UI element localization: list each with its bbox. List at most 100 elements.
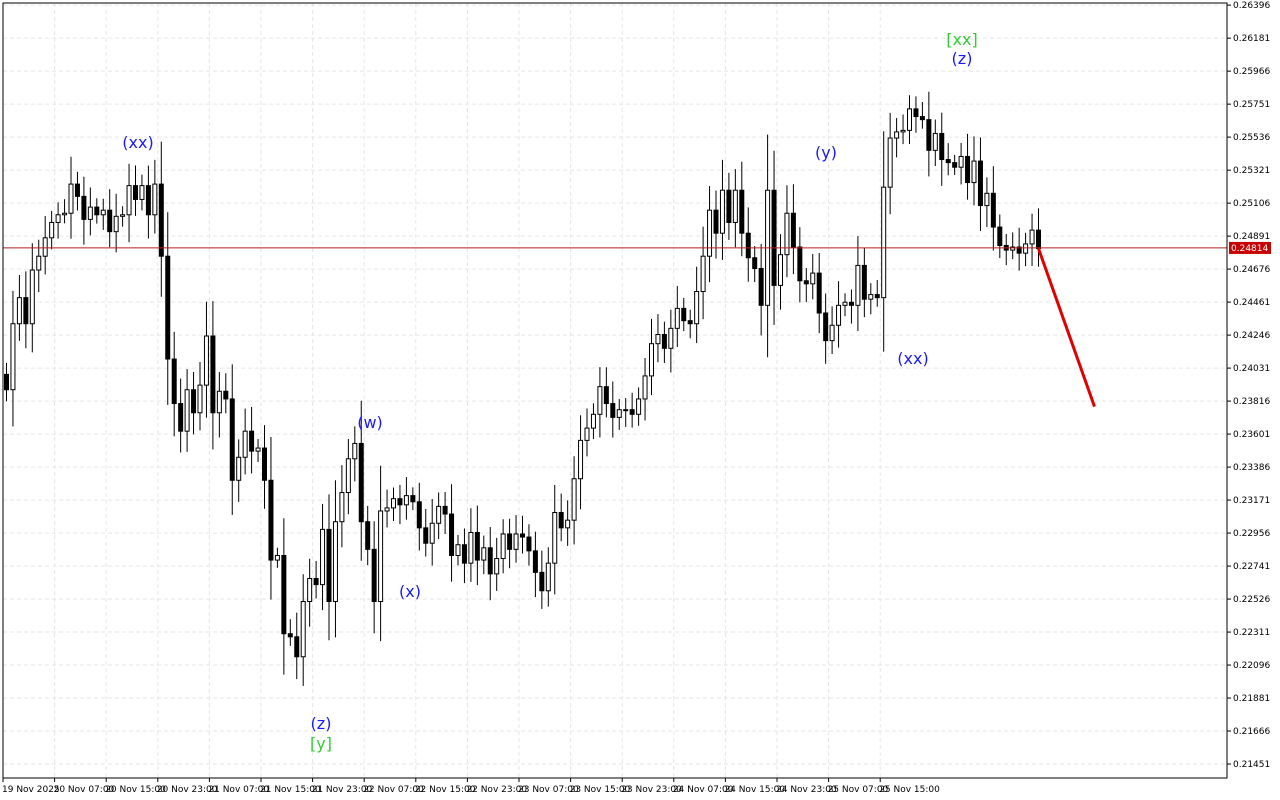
candle-body bbox=[532, 550, 538, 573]
plot-frame bbox=[2, 2, 1228, 779]
candle bbox=[184, 369, 190, 452]
candle bbox=[887, 112, 893, 215]
x-tick-label: 20 Nov 23:00 bbox=[157, 785, 218, 795]
candle bbox=[307, 558, 313, 627]
x-tick-label: 22 Nov 07:00 bbox=[363, 785, 424, 795]
candle bbox=[939, 112, 945, 186]
candle-body bbox=[326, 528, 332, 603]
candle bbox=[545, 547, 551, 607]
x-tick-label: 22 Nov 15:00 bbox=[415, 785, 476, 795]
candle-body bbox=[797, 246, 803, 282]
candle bbox=[197, 361, 203, 431]
candle-body bbox=[191, 389, 197, 414]
candle bbox=[977, 137, 983, 231]
candle-body bbox=[294, 636, 300, 658]
candle-body bbox=[320, 528, 326, 586]
candle-body bbox=[487, 547, 493, 575]
candle-body bbox=[719, 189, 725, 234]
candle bbox=[391, 487, 396, 521]
candle bbox=[500, 519, 506, 574]
candle-body bbox=[423, 527, 429, 544]
candle bbox=[668, 309, 674, 373]
candle-body bbox=[100, 209, 106, 216]
candle-body bbox=[861, 264, 867, 300]
y-tick-label: 0.21666 bbox=[1233, 727, 1270, 737]
candle-body bbox=[977, 160, 983, 207]
y-tick-label: 0.26181 bbox=[1233, 34, 1270, 44]
candle-body bbox=[919, 116, 925, 121]
candle-body bbox=[416, 501, 422, 529]
candle-body bbox=[474, 531, 480, 561]
candle bbox=[416, 482, 422, 551]
wave-label: (xx) bbox=[122, 133, 153, 152]
candle-body bbox=[513, 533, 519, 550]
candle-body bbox=[597, 386, 603, 415]
candle-body bbox=[558, 512, 564, 529]
candle-body bbox=[94, 206, 100, 216]
candle-body bbox=[4, 373, 9, 391]
candle-body bbox=[165, 255, 171, 360]
y-tick-label: 0.24461 bbox=[1233, 298, 1270, 308]
candle-body bbox=[965, 155, 971, 184]
candle-body bbox=[913, 108, 919, 118]
current-price-label: 0.24814 bbox=[1231, 244, 1268, 254]
y-tick-label: 0.24891 bbox=[1233, 232, 1270, 242]
x-tick-label: 20 Nov 15:00 bbox=[105, 785, 166, 795]
candle-body bbox=[158, 183, 164, 257]
x-tick-label: 21 Nov 23:00 bbox=[312, 785, 373, 795]
candle-body bbox=[255, 447, 261, 452]
candle bbox=[74, 171, 80, 211]
candle bbox=[171, 331, 177, 437]
candle bbox=[868, 283, 874, 315]
candle bbox=[616, 399, 622, 430]
candle bbox=[365, 505, 371, 566]
candle bbox=[532, 531, 538, 598]
candle bbox=[984, 177, 990, 228]
candle-body bbox=[848, 301, 854, 306]
candle-body bbox=[810, 272, 816, 285]
candle bbox=[771, 150, 777, 325]
candle bbox=[526, 524, 532, 566]
candle bbox=[410, 487, 416, 511]
candle bbox=[784, 185, 790, 278]
wave-label: (z) bbox=[952, 49, 973, 68]
candle bbox=[623, 398, 629, 427]
candle bbox=[294, 612, 300, 680]
candle-body bbox=[926, 119, 932, 151]
candle bbox=[139, 174, 145, 211]
candle bbox=[442, 492, 448, 534]
candle-body bbox=[984, 192, 990, 207]
candle-body bbox=[274, 554, 280, 561]
candle-body bbox=[461, 544, 467, 564]
candle-body bbox=[74, 183, 80, 197]
candle bbox=[584, 408, 590, 457]
candle-body bbox=[216, 390, 222, 414]
candle bbox=[1016, 227, 1022, 271]
candle-body bbox=[868, 294, 874, 300]
candle bbox=[694, 266, 700, 344]
candle bbox=[210, 301, 216, 450]
candle-body bbox=[481, 547, 487, 561]
wave-label: [y] bbox=[310, 734, 332, 753]
candle bbox=[29, 243, 35, 353]
candle bbox=[855, 236, 861, 331]
candle-body bbox=[68, 183, 74, 214]
candle-body bbox=[236, 456, 242, 481]
candle bbox=[10, 290, 16, 427]
candle bbox=[848, 289, 854, 324]
y-tick-label: 0.25536 bbox=[1233, 133, 1270, 143]
candle-body bbox=[881, 186, 887, 299]
candle bbox=[603, 367, 609, 418]
candle bbox=[571, 456, 577, 545]
candle-body bbox=[455, 544, 461, 556]
candle bbox=[719, 159, 725, 260]
candle-body bbox=[874, 294, 880, 299]
candle bbox=[894, 118, 900, 158]
candle-body bbox=[107, 209, 113, 233]
candle-body bbox=[700, 255, 706, 293]
candle bbox=[113, 193, 119, 253]
candle bbox=[81, 176, 87, 245]
y-tick-label: 0.21881 bbox=[1233, 694, 1270, 704]
